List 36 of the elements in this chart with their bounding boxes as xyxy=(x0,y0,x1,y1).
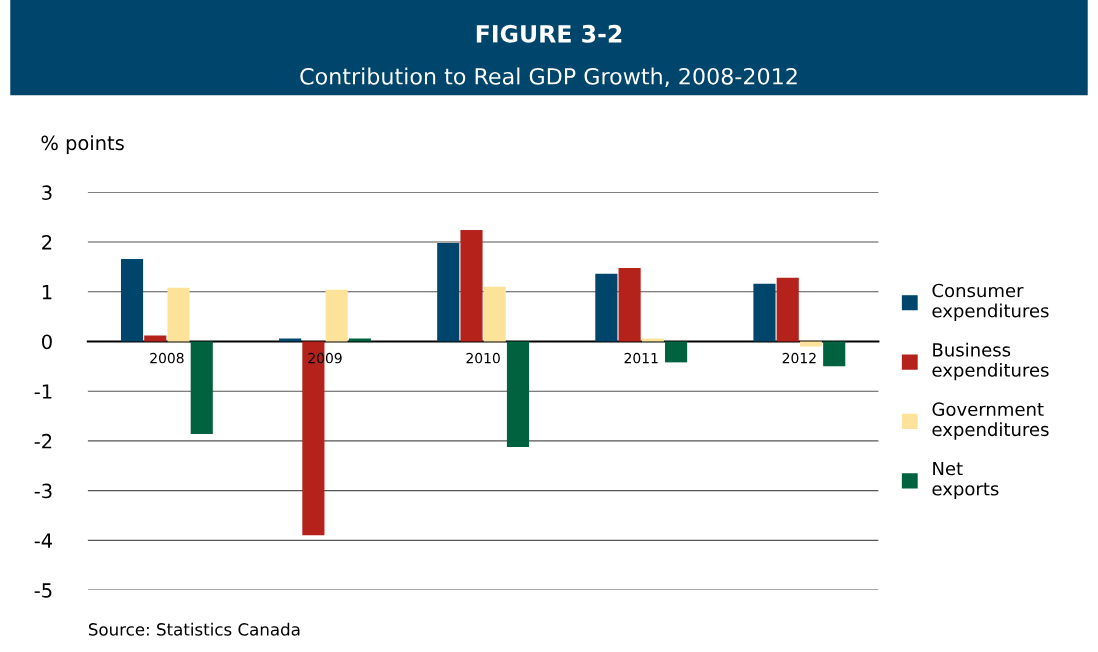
bar xyxy=(120,258,144,342)
x-tick-label: 2008 xyxy=(150,352,184,364)
bar xyxy=(665,341,688,363)
y-tick-label: 0 xyxy=(42,334,52,350)
bar xyxy=(167,287,190,342)
bar xyxy=(460,230,483,342)
bar xyxy=(506,341,530,447)
bar xyxy=(618,267,641,342)
y-tick-label: 3 xyxy=(42,185,52,200)
bar xyxy=(325,289,348,342)
bar xyxy=(799,341,823,347)
bar xyxy=(483,286,506,342)
chart-subtitle: Contribution to Real GDP Growth, 2008-2012 xyxy=(300,67,797,87)
y-axis-title: % points xyxy=(41,135,124,155)
y-tick-label: -5 xyxy=(34,583,52,598)
bar xyxy=(823,341,846,367)
bar xyxy=(437,243,460,342)
y-tick-label: -4 xyxy=(34,533,53,548)
source-note: Source: Statistics Canada xyxy=(88,622,300,636)
x-tick-label: 2012 xyxy=(782,352,816,364)
y-tick-label: -1 xyxy=(34,384,52,399)
bar xyxy=(753,283,776,342)
chart-title: FIGURE 3-2 xyxy=(476,24,622,43)
legend-label: Government expenditures xyxy=(932,402,1049,440)
legend-label: Net exports xyxy=(932,461,999,500)
bar xyxy=(595,273,618,342)
legend-label: Consumer expenditures xyxy=(932,283,1049,322)
x-tick-label: 2011 xyxy=(624,352,658,364)
y-tick-label: -2 xyxy=(34,433,52,449)
x-tick-label: 2010 xyxy=(466,352,500,364)
bar xyxy=(776,277,799,342)
y-tick-label: 1 xyxy=(42,284,52,300)
bar xyxy=(190,341,213,434)
y-tick-label: 2 xyxy=(42,235,52,250)
y-tick-label: -3 xyxy=(34,483,52,499)
legend-label: Business expenditures xyxy=(932,342,1049,381)
